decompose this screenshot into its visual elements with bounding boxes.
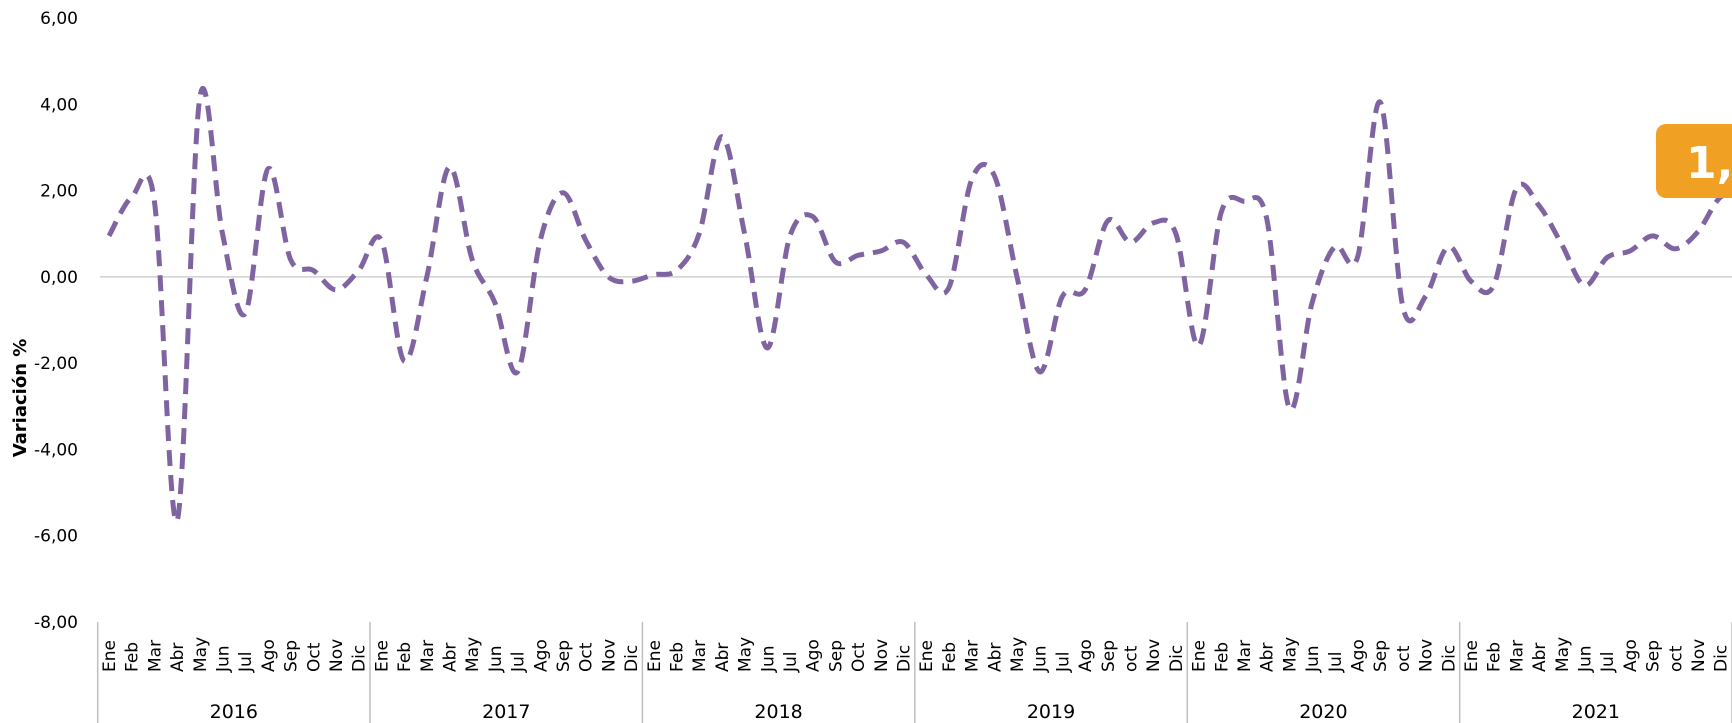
x-month-label: Oct xyxy=(849,642,869,672)
callout-value: 1,4 xyxy=(1686,138,1732,189)
x-month-label: Dic xyxy=(1439,645,1459,672)
x-month-label: Abr xyxy=(1258,643,1278,672)
x-month-label: May xyxy=(1553,637,1573,672)
y-tick-label: 4,00 xyxy=(40,95,78,115)
x-year-label: 2018 xyxy=(754,701,802,723)
x-month-label: Dic xyxy=(1712,645,1732,672)
x-month-label: Ago xyxy=(259,639,279,672)
x-month-label: Jul xyxy=(1326,651,1346,673)
x-month-label: Nov xyxy=(1417,639,1437,672)
x-month-label: Oct xyxy=(304,642,324,672)
x-month-label: Nov xyxy=(1689,639,1709,672)
y-tick-label: 0,00 xyxy=(40,268,78,288)
x-month-label: Abr xyxy=(713,643,733,672)
x-month-label: Dic xyxy=(622,645,642,672)
y-axis: 6,00 4,00 2,00 0,00 -2,00 -4,00 -6,00 -8,00 xyxy=(34,9,78,633)
x-month-label: Nov xyxy=(327,639,347,672)
x-month-label: Mar xyxy=(690,640,710,672)
x-month-label: Dic xyxy=(1167,645,1187,672)
x-month-label: Feb xyxy=(1212,642,1232,672)
x-month-label: Mar xyxy=(963,640,983,672)
x-month-label: Mar xyxy=(418,640,438,672)
x-month-label: Jun xyxy=(1576,645,1596,673)
x-month-label: Feb xyxy=(668,642,688,672)
x-month-label: oct xyxy=(1122,645,1142,672)
x-month-label: May xyxy=(463,637,483,672)
x-year-label: 2021 xyxy=(1572,701,1620,723)
x-month-label: Ene xyxy=(100,640,120,672)
x-month-label: Dic xyxy=(895,645,915,672)
x-month-label: Feb xyxy=(940,642,960,672)
series-line xyxy=(106,85,1732,524)
x-month-label: Ago xyxy=(804,639,824,672)
x-axis: Ene Feb Mar Abr May Jun Jul Ago Sep Oct Nov Dic2016… xyxy=(96,622,1732,723)
y-tick-label: 2,00 xyxy=(40,182,78,202)
x-month-label: Ene xyxy=(917,640,937,672)
callout-box xyxy=(1656,124,1732,198)
x-month-label: Ago xyxy=(1621,639,1641,672)
x-month-label: Jul xyxy=(1053,651,1073,673)
x-month-label: Feb xyxy=(395,642,415,672)
x-month-label: Dic xyxy=(350,645,370,672)
x-month-label: Abr xyxy=(441,643,461,672)
x-month-label: Ene xyxy=(1462,640,1482,672)
x-month-label: Sep xyxy=(282,640,302,672)
x-month-label: oct xyxy=(1666,645,1686,672)
x-month-label: May xyxy=(736,637,756,672)
x-month-label: Sep xyxy=(826,640,846,672)
x-month-label: Jul xyxy=(236,651,256,673)
x-month-label: oct xyxy=(1394,645,1414,672)
x-month-label: Ene xyxy=(1190,640,1210,672)
x-month-label: Jun xyxy=(214,645,234,673)
x-month-label: Abr xyxy=(1530,643,1550,672)
x-month-label: May xyxy=(191,637,211,672)
x-month-label: Jul xyxy=(509,651,529,673)
x-year-label: 2017 xyxy=(482,701,530,723)
x-month-label: Nov xyxy=(872,639,892,672)
x-month-label: Nov xyxy=(599,639,619,672)
y-tick-label: -4,00 xyxy=(34,440,78,460)
x-month-label: Jun xyxy=(1031,645,1051,673)
y-tick-label: -6,00 xyxy=(34,527,78,547)
x-month-label: Jun xyxy=(758,645,778,673)
x-month-label: Jun xyxy=(1303,645,1323,673)
x-month-label: May xyxy=(1280,637,1300,672)
y-tick-label: -8,00 xyxy=(34,613,78,633)
y-tick-label: -2,00 xyxy=(34,354,78,374)
x-month-label: Nov xyxy=(1144,639,1164,672)
y-tick-label: 6,00 xyxy=(40,9,78,29)
x-month-label: Abr xyxy=(168,643,188,672)
x-month-label: Ago xyxy=(531,639,551,672)
x-month-label: Abr xyxy=(985,643,1005,672)
x-month-label: Jun xyxy=(486,645,506,673)
x-month-label: Ene xyxy=(645,640,665,672)
x-month-label: Jul xyxy=(781,651,801,673)
x-month-label: Mar xyxy=(145,640,165,672)
x-year-label: 2020 xyxy=(1299,701,1347,723)
x-month-label: May xyxy=(1008,637,1028,672)
x-year-label: 2016 xyxy=(210,701,258,723)
x-month-label: Mar xyxy=(1235,640,1255,672)
x-month-label: Ago xyxy=(1349,639,1369,672)
x-month-label: Feb xyxy=(1485,642,1505,672)
x-month-label: Ago xyxy=(1076,639,1096,672)
x-month-label: Mar xyxy=(1507,640,1527,672)
x-month-label: Sep xyxy=(554,640,574,672)
x-month-label: Feb xyxy=(123,642,143,672)
x-month-label: Jul xyxy=(1598,651,1618,673)
value-callout: 1,4 xyxy=(1656,124,1732,198)
x-month-label: Oct xyxy=(577,642,597,672)
x-year-label: 2019 xyxy=(1027,701,1075,723)
x-month-label: Ene xyxy=(372,640,392,672)
y-axis-label: Variación % xyxy=(10,339,31,458)
x-month-label: Sep xyxy=(1644,640,1664,672)
x-month-label: Sep xyxy=(1099,640,1119,672)
x-month-label: Sep xyxy=(1371,640,1391,672)
